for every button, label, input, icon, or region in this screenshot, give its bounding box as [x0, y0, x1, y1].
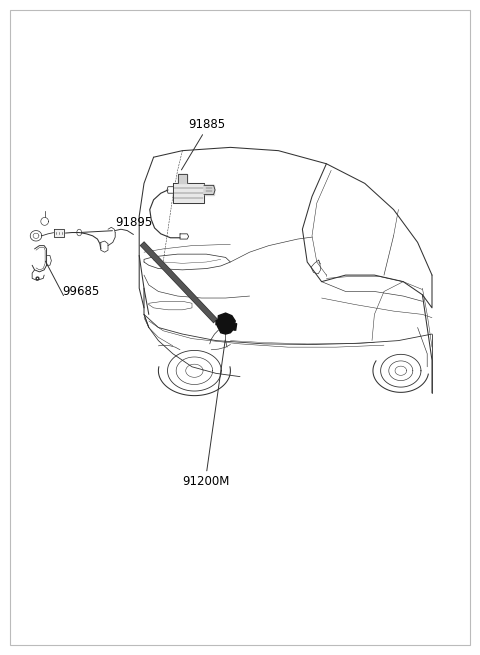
Polygon shape [204, 185, 215, 195]
Polygon shape [173, 183, 204, 203]
Polygon shape [204, 185, 214, 195]
Polygon shape [216, 320, 219, 325]
Text: 91895: 91895 [115, 216, 153, 229]
Text: 99685: 99685 [62, 285, 100, 298]
Polygon shape [178, 174, 187, 183]
Text: 91885: 91885 [188, 118, 225, 131]
Polygon shape [217, 313, 235, 334]
Polygon shape [178, 174, 187, 183]
Polygon shape [234, 324, 237, 330]
Text: 91200M: 91200M [183, 475, 230, 488]
Polygon shape [54, 229, 64, 237]
